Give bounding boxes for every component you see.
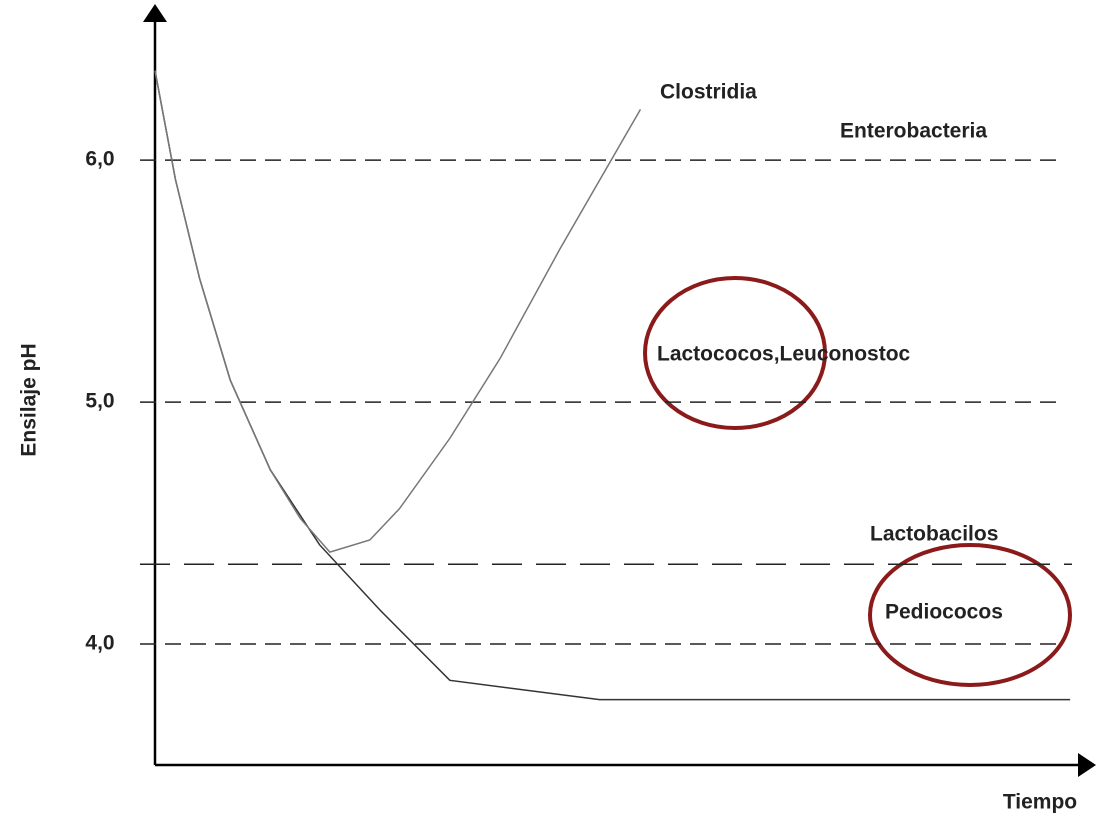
annotation: Pediococos <box>885 601 1003 624</box>
annotation: Lactococos,Leuconostoc <box>657 343 911 366</box>
highlight-circle <box>643 276 827 430</box>
y-tick-label: 5,0 <box>85 390 114 413</box>
x-axis-label: Tiempo <box>1003 791 1077 814</box>
x-axis-arrow <box>1078 753 1096 777</box>
annotation: Enterobacteria <box>840 120 987 143</box>
y-tick-label: 4,0 <box>85 632 114 655</box>
annotation: Clostridia <box>660 81 757 104</box>
y-axis-arrow <box>143 4 167 22</box>
annotation: Lactobacilos <box>870 523 998 546</box>
highlight-circle <box>868 543 1072 687</box>
y-tick-label: 6,0 <box>85 148 114 171</box>
line-series <box>154 70 642 553</box>
y-axis-label: Ensilaje pH <box>18 343 41 456</box>
